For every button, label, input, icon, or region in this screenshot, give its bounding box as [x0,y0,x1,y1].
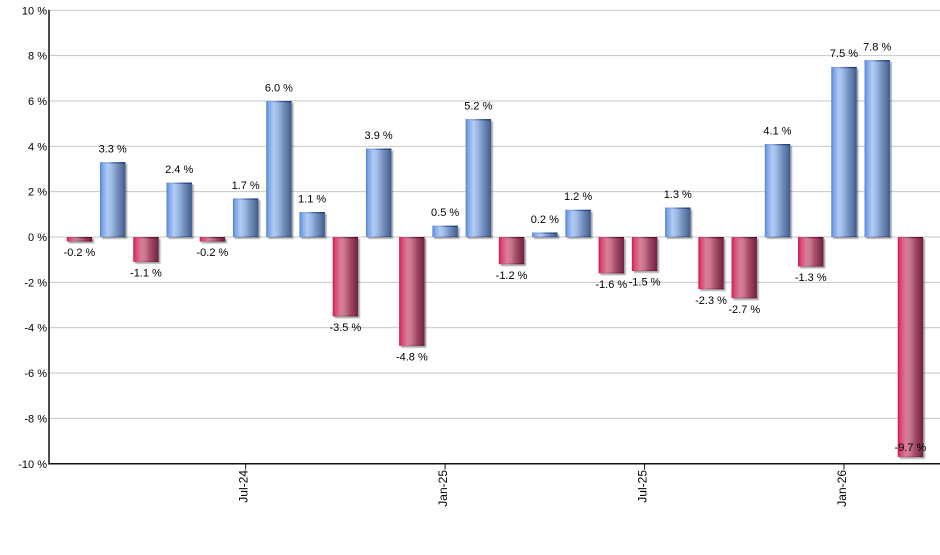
svg-text:-2.3 %: -2.3 % [695,295,727,307]
svg-text:Jan-26: Jan-26 [835,470,849,507]
svg-text:Jul-25: Jul-25 [636,470,650,503]
svg-text:6.0 %: 6.0 % [265,82,293,94]
svg-text:5.2 %: 5.2 % [464,100,492,112]
svg-text:-1.5 %: -1.5 % [629,277,661,289]
svg-text:7.5 %: 7.5 % [830,48,858,60]
svg-text:-6 %: -6 % [24,368,47,380]
svg-text:Jul-24: Jul-24 [237,470,251,503]
svg-text:2.4 %: 2.4 % [165,164,193,176]
svg-text:-0.2 %: -0.2 % [64,247,96,259]
svg-text:3.9 %: 3.9 % [365,130,393,142]
svg-text:-3.5 %: -3.5 % [329,322,361,334]
svg-text:7.8 %: 7.8 % [863,41,891,53]
svg-text:-4 %: -4 % [24,323,47,335]
svg-text:1.7 %: 1.7 % [232,180,260,192]
svg-text:-1.1 %: -1.1 % [130,268,162,280]
svg-text:-8 %: -8 % [24,413,47,425]
svg-text:1.3 %: 1.3 % [664,189,692,201]
svg-text:10 %: 10 % [22,5,47,17]
svg-text:1.1 %: 1.1 % [298,193,326,205]
svg-text:-0.2 %: -0.2 % [197,247,229,259]
svg-text:-1.2 %: -1.2 % [496,270,528,282]
svg-text:0 %: 0 % [28,232,47,244]
svg-text:6 %: 6 % [28,96,47,108]
svg-text:-2.7 %: -2.7 % [728,304,760,316]
svg-text:-10 %: -10 % [18,459,47,471]
svg-text:-1.3 %: -1.3 % [795,272,827,284]
svg-text:2 %: 2 % [28,187,47,199]
svg-text:4 %: 4 % [28,141,47,153]
svg-text:-9.7 %: -9.7 % [895,442,927,454]
svg-text:0.2 %: 0.2 % [531,214,559,226]
svg-text:-1.6 %: -1.6 % [595,279,627,291]
svg-text:-4.8 %: -4.8 % [396,351,428,363]
svg-text:3.3 %: 3.3 % [99,143,127,155]
svg-text:0.5 %: 0.5 % [431,207,459,219]
svg-text:-2 %: -2 % [24,277,47,289]
svg-text:1.2 %: 1.2 % [564,191,592,203]
svg-text:8 %: 8 % [28,51,47,63]
svg-text:Jan-25: Jan-25 [436,470,450,507]
svg-text:4.1 %: 4.1 % [763,125,791,137]
